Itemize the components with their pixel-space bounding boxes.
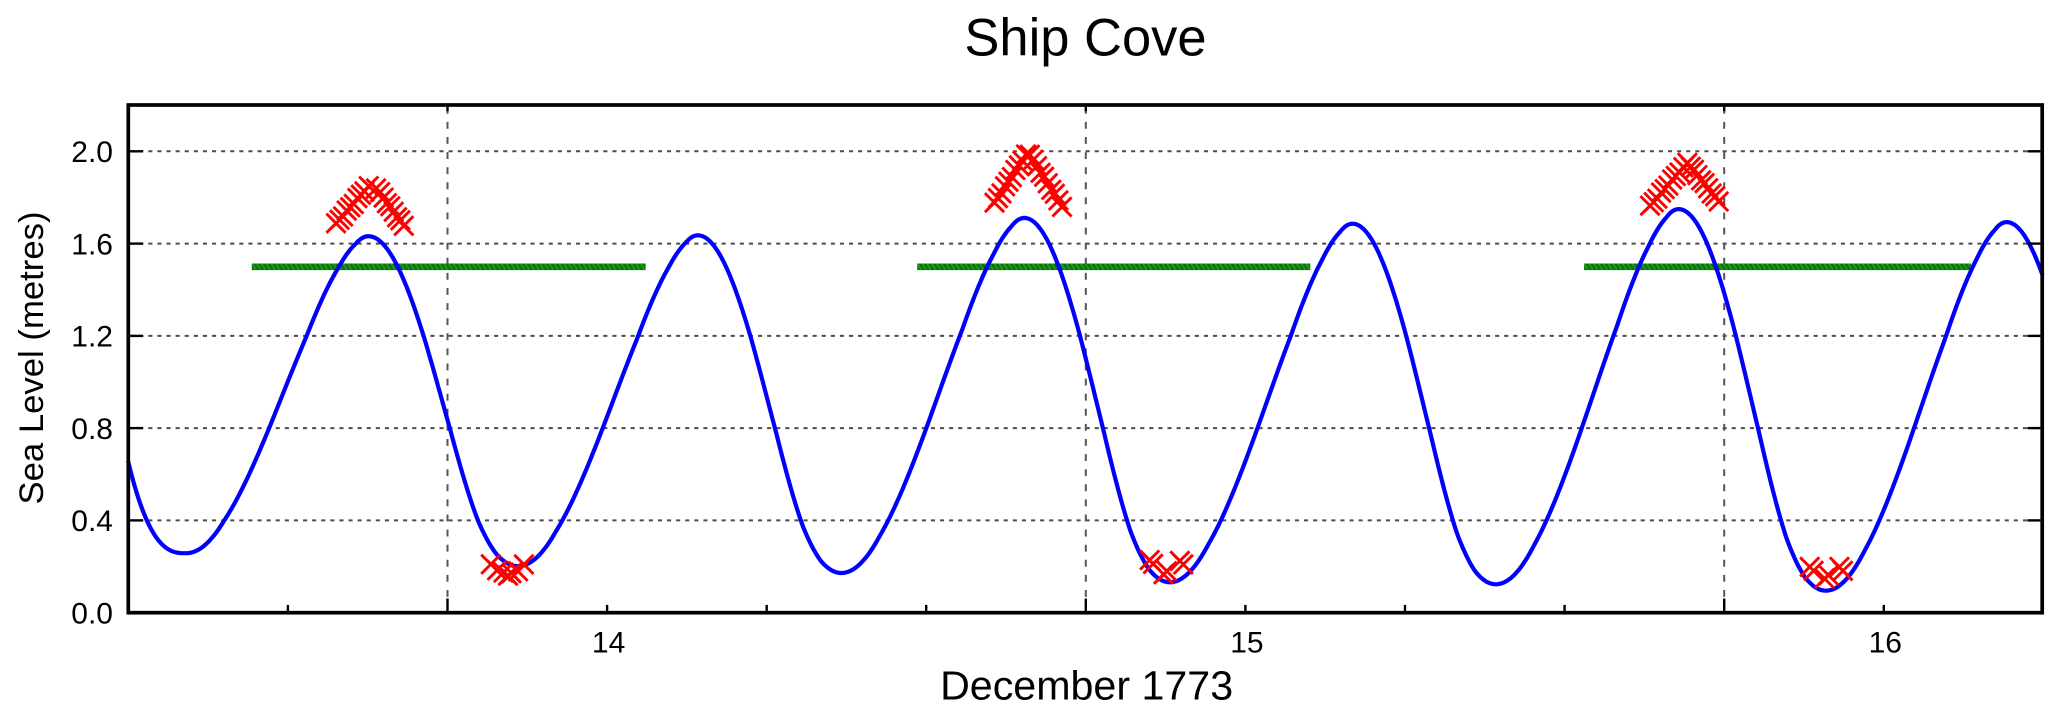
svg-text:15: 15 bbox=[1230, 627, 1263, 660]
svg-text:December 1773: December 1773 bbox=[940, 663, 1233, 709]
svg-text:14: 14 bbox=[592, 627, 625, 660]
svg-text:1.6: 1.6 bbox=[71, 228, 113, 261]
svg-text:1.2: 1.2 bbox=[71, 321, 113, 354]
svg-text:2.0: 2.0 bbox=[71, 136, 113, 169]
svg-text:0.4: 0.4 bbox=[71, 505, 113, 538]
svg-text:Ship Cove: Ship Cove bbox=[964, 9, 1206, 68]
svg-text:16: 16 bbox=[1869, 627, 1902, 660]
svg-text:0.8: 0.8 bbox=[71, 413, 113, 446]
svg-text:Sea Level (metres): Sea Level (metres) bbox=[13, 211, 51, 504]
svg-text:0.0: 0.0 bbox=[71, 598, 113, 631]
